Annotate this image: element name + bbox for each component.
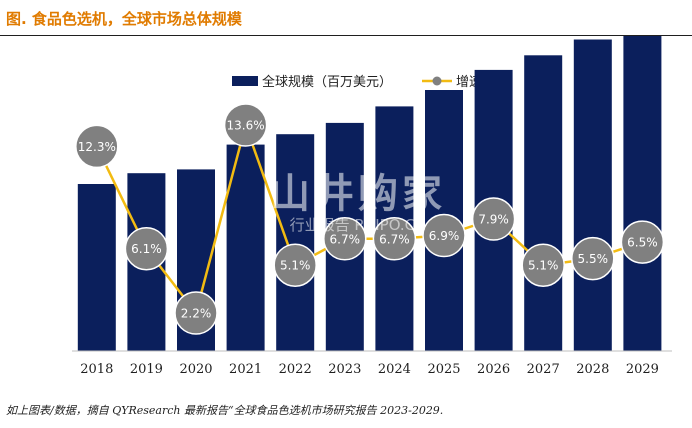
growth-label-2024: 6.7% — [379, 232, 410, 246]
x-tick-2029: 2029 — [626, 362, 659, 377]
x-tick-2018: 2018 — [80, 362, 113, 377]
bar-2027 — [524, 55, 563, 352]
x-tick-2023: 2023 — [328, 362, 361, 377]
growth-label-2025: 6.9% — [429, 229, 460, 243]
growth-marker-2029 — [620, 220, 665, 264]
x-tick-2020: 2020 — [179, 362, 212, 377]
growth-label-2026: 7.9% — [478, 213, 509, 227]
legend-line-marker — [432, 76, 442, 86]
bar-2022 — [276, 134, 315, 351]
legend-bar-swatch — [232, 76, 258, 86]
chart-title: 图. 食品色选机，全球市场总体规模 — [6, 10, 242, 28]
growth-marker-2028 — [571, 236, 615, 281]
growth-label-2023: 6.7% — [330, 232, 361, 246]
growth-label-2022: 5.1% — [280, 259, 311, 273]
growth-marker-2022 — [273, 243, 317, 287]
growth-marker-2027 — [521, 243, 565, 287]
growth-markers: 12.3% 6.1% 2.2% 13.6% 5.1% 6.7% 6.7% 6.9% 7.9% 5.… — [75, 103, 665, 335]
growth-marker-2026 — [471, 197, 516, 241]
growth-label-2018: 12.3% — [78, 140, 116, 154]
legend-bar-label: 全球规模（百万美元） — [262, 74, 392, 90]
bar-2029 — [623, 36, 662, 351]
bar-2028 — [573, 39, 612, 351]
growth-marker-2019 — [124, 226, 169, 271]
growth-marker-2018 — [75, 124, 119, 169]
growth-label-2020: 2.2% — [181, 307, 212, 321]
growth-marker-2024 — [372, 217, 417, 261]
growth-marker-2023 — [323, 217, 367, 261]
chart: 全球规模（百万美元） 增速 2018 2019 2020 2021 2022 2023 20… — [72, 36, 672, 377]
x-tick-2024: 2024 — [378, 362, 411, 377]
growth-marker-2025 — [422, 213, 466, 258]
growth-marker-2021 — [223, 103, 268, 147]
bar-2018 — [77, 184, 116, 351]
growth-label-2029: 6.5% — [627, 236, 658, 250]
legend: 全球规模（百万美元） 增速 — [232, 74, 482, 90]
x-tick-2028: 2028 — [576, 362, 609, 377]
x-tick-2025: 2025 — [427, 362, 460, 377]
x-tick-labels: 2018 2019 2020 2021 2022 2023 2024 2025 2026 2027… — [80, 362, 659, 377]
x-tick-2021: 2021 — [229, 362, 262, 377]
bar-2021 — [226, 144, 265, 351]
title-divider — [0, 35, 692, 36]
growth-label-2027: 5.1% — [528, 259, 559, 273]
x-tick-2026: 2026 — [477, 362, 510, 377]
source-note: 如上图表/数据，摘自 QYResearch 最新报告“全球食品色选机市场研究报告… — [6, 404, 444, 417]
x-tick-2022: 2022 — [279, 362, 312, 377]
growth-marker-2020 — [174, 291, 218, 335]
growth-label-2019: 6.1% — [131, 242, 162, 256]
growth-label-2028: 5.5% — [578, 252, 609, 266]
x-tick-2027: 2027 — [527, 362, 560, 377]
x-tick-2019: 2019 — [130, 362, 163, 377]
growth-label-2021: 13.6% — [227, 119, 265, 133]
